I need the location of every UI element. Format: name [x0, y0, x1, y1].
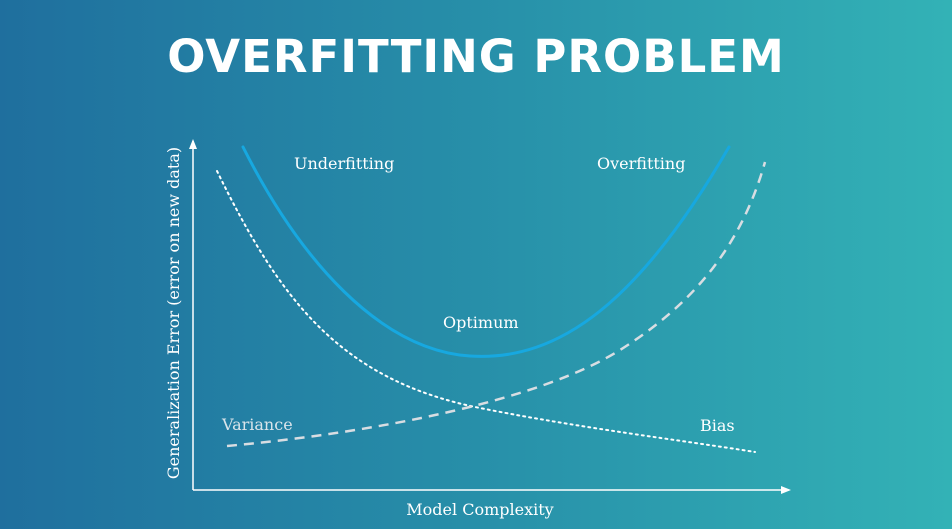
x-axis-label: Model Complexity: [406, 500, 553, 519]
dotted-decreasing-curve: [216, 170, 756, 453]
dashed-increasing-curve: [226, 161, 767, 448]
overfitting-label: Overfitting: [597, 154, 685, 173]
variance-label: Variance: [221, 415, 293, 434]
generalization-error-curve: [241, 145, 731, 358]
optimum-label: Optimum: [443, 313, 519, 332]
y-axis-label: Generalization Error (error on new data): [164, 147, 183, 479]
page-title: OVERFITTING PROBLEM: [167, 30, 785, 83]
bias-label: Bias: [700, 416, 735, 435]
underfitting-label: Underfitting: [294, 154, 394, 173]
